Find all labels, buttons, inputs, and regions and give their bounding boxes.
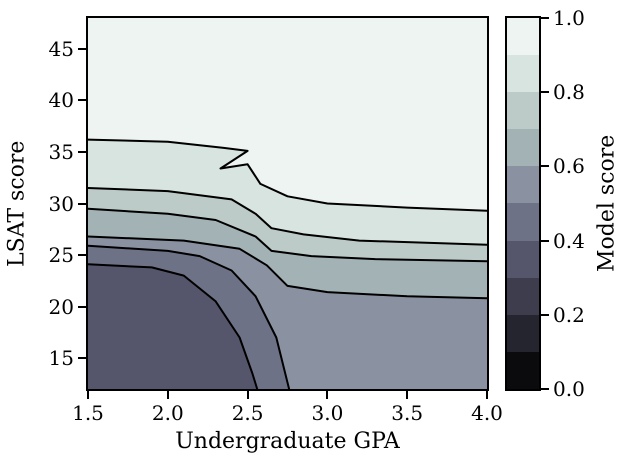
y-tick-label: 20: [48, 294, 74, 319]
contour-plot: [88, 18, 487, 389]
y-tick-mark: [78, 305, 86, 308]
x-tick-label: 3.0: [311, 401, 344, 425]
x-tick-mark: [406, 391, 409, 399]
colorbar-tick-label: 1.0: [553, 6, 585, 30]
contour-line: [88, 138, 487, 212]
x-tick-label: 2.0: [151, 401, 184, 425]
colorbar-band: [507, 92, 539, 130]
x-tick-mark: [246, 391, 249, 399]
x-tick-label: 4.0: [471, 401, 503, 425]
contour-line: [88, 207, 487, 263]
colorbar: [505, 16, 541, 391]
x-tick-mark: [166, 391, 169, 399]
colorbar-band: [507, 129, 539, 167]
contour-line: [88, 244, 291, 389]
y-tick-mark: [78, 254, 86, 257]
y-tick-label: 15: [48, 346, 74, 371]
colorbar-tick-mark: [541, 388, 549, 390]
y-tick-label: 25: [48, 243, 74, 268]
colorbar-tick-label: 0.6: [553, 154, 585, 179]
contour-line: [88, 187, 487, 246]
colorbar-tick-mark: [541, 17, 549, 19]
y-tick-mark: [78, 99, 86, 102]
colorbar-tick-label: 0.2: [553, 302, 585, 327]
colorbar-band: [507, 314, 539, 352]
colorbar-band: [507, 351, 539, 389]
colorbar-band: [507, 18, 539, 56]
x-tick-mark: [87, 391, 89, 399]
x-tick-mark: [326, 391, 329, 399]
colorbar-tick-mark: [541, 91, 549, 94]
x-axis-label: Undergraduate GPA: [175, 429, 400, 454]
y-tick-label: 35: [48, 139, 74, 164]
colorbar-label: Model score: [594, 134, 620, 273]
y-tick-mark: [78, 150, 86, 153]
y-tick-label: 45: [48, 36, 74, 61]
y-tick-label: 30: [48, 191, 74, 216]
colorbar-tick-mark: [541, 313, 549, 316]
colorbar-tick-label: 0.4: [553, 228, 585, 253]
y-tick-label: 40: [48, 88, 74, 113]
colorbar-band: [507, 240, 539, 278]
contour-line: [88, 235, 487, 300]
plot-area: [86, 16, 489, 391]
y-tick-mark: [78, 47, 86, 50]
contour-band: [88, 18, 487, 211]
colorbar-tick-label: 0.8: [553, 80, 585, 105]
y-tick-mark: [78, 357, 86, 360]
colorbar-band: [507, 203, 539, 241]
colorbar-band: [507, 166, 539, 204]
x-tick-label: 1.5: [72, 401, 104, 425]
colorbar-tick-mark: [541, 165, 549, 168]
x-tick-label: 3.5: [391, 401, 424, 425]
colorbar-band: [507, 55, 539, 93]
x-tick-mark: [486, 391, 488, 399]
y-tick-mark: [78, 202, 86, 205]
colorbar-band: [507, 277, 539, 315]
contour-line: [88, 263, 259, 389]
x-tick-label: 2.5: [231, 401, 264, 425]
colorbar-tick-label: 0.0: [553, 377, 585, 401]
colorbar-tick-mark: [541, 239, 549, 242]
